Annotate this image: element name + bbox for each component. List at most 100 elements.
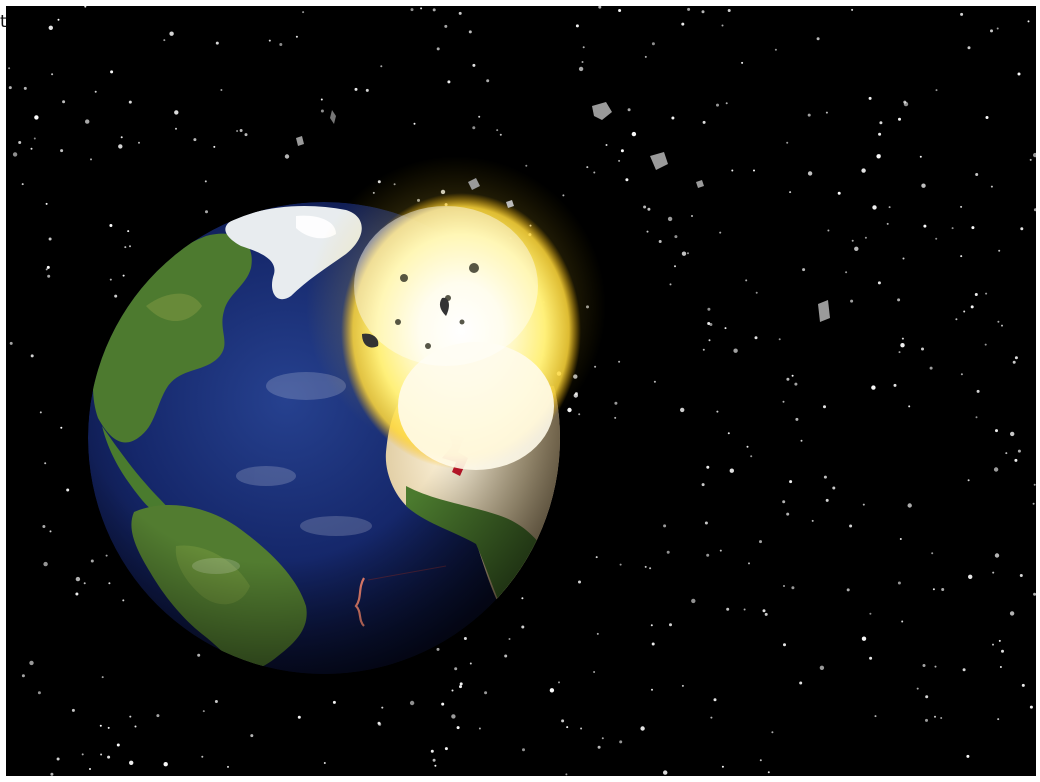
star: [929, 366, 933, 370]
star: [1029, 705, 1033, 709]
star: [109, 224, 113, 227]
star: [420, 7, 423, 10]
star: [745, 279, 748, 282]
star: [486, 79, 490, 83]
star: [128, 100, 132, 104]
star: [681, 22, 685, 26]
star: [724, 327, 727, 330]
star: [62, 100, 66, 104]
star: [691, 215, 693, 217]
star: [105, 554, 108, 557]
star: [625, 178, 629, 182]
star: [653, 380, 656, 383]
star: [650, 624, 653, 627]
star: [691, 598, 696, 604]
star: [108, 582, 111, 585]
star: [674, 265, 676, 268]
star: [960, 205, 963, 208]
star: [239, 129, 243, 132]
star: [851, 8, 854, 11]
star: [566, 726, 569, 729]
star: [214, 700, 218, 703]
star: [456, 726, 460, 730]
star: [967, 46, 971, 50]
star: [597, 745, 601, 749]
star: [990, 29, 993, 33]
star: [129, 715, 132, 718]
star: [786, 141, 789, 144]
star: [89, 768, 91, 770]
star: [816, 37, 820, 41]
star: [893, 383, 897, 387]
star: [651, 42, 655, 46]
star: [323, 762, 326, 764]
star: [993, 467, 999, 472]
star: [640, 726, 645, 731]
star: [47, 274, 51, 278]
star: [733, 348, 738, 353]
star: [578, 413, 581, 416]
star: [1001, 324, 1003, 327]
star: [436, 47, 440, 51]
star: [764, 612, 768, 616]
star: [997, 320, 1000, 323]
star: [786, 512, 790, 516]
star: [995, 429, 998, 433]
star: [861, 636, 867, 641]
star: [85, 119, 90, 124]
star: [799, 681, 803, 685]
star: [34, 115, 39, 120]
star: [851, 239, 854, 242]
star: [877, 281, 881, 285]
star: [201, 755, 204, 758]
star: [900, 343, 905, 348]
star: [771, 731, 774, 734]
star: [163, 39, 166, 42]
star: [468, 30, 472, 34]
star: [580, 727, 583, 730]
star: [984, 343, 987, 346]
star: [721, 765, 724, 768]
star: [100, 753, 103, 756]
star: [671, 116, 675, 120]
star: [921, 183, 926, 188]
star: [704, 521, 708, 525]
space-scene[interactable]: [6, 6, 1036, 776]
star: [971, 226, 975, 230]
star: [960, 12, 964, 16]
star: [56, 757, 60, 761]
star: [791, 586, 795, 590]
star: [410, 8, 414, 12]
star: [463, 637, 467, 640]
star: [919, 155, 922, 158]
star: [786, 377, 790, 381]
star: [861, 168, 866, 173]
star: [783, 643, 786, 647]
star: [762, 609, 766, 613]
star: [499, 133, 502, 136]
star: [899, 538, 902, 540]
star: [484, 691, 488, 695]
star: [605, 144, 608, 146]
star: [767, 771, 770, 774]
star: [118, 144, 123, 149]
star: [975, 173, 979, 176]
star: [701, 10, 705, 14]
star: [620, 149, 624, 153]
star: [436, 647, 440, 651]
star: [731, 169, 734, 172]
star: [565, 773, 568, 776]
star: [941, 588, 945, 591]
star: [998, 639, 1001, 642]
star: [1032, 502, 1035, 505]
star: [1009, 611, 1015, 616]
star: [378, 722, 382, 726]
star: [974, 293, 978, 296]
star: [57, 18, 60, 21]
space-debris: [296, 102, 830, 322]
star: [39, 411, 42, 414]
star: [869, 612, 872, 615]
star: [823, 475, 827, 479]
star: [997, 718, 1000, 721]
star: [1033, 483, 1036, 486]
